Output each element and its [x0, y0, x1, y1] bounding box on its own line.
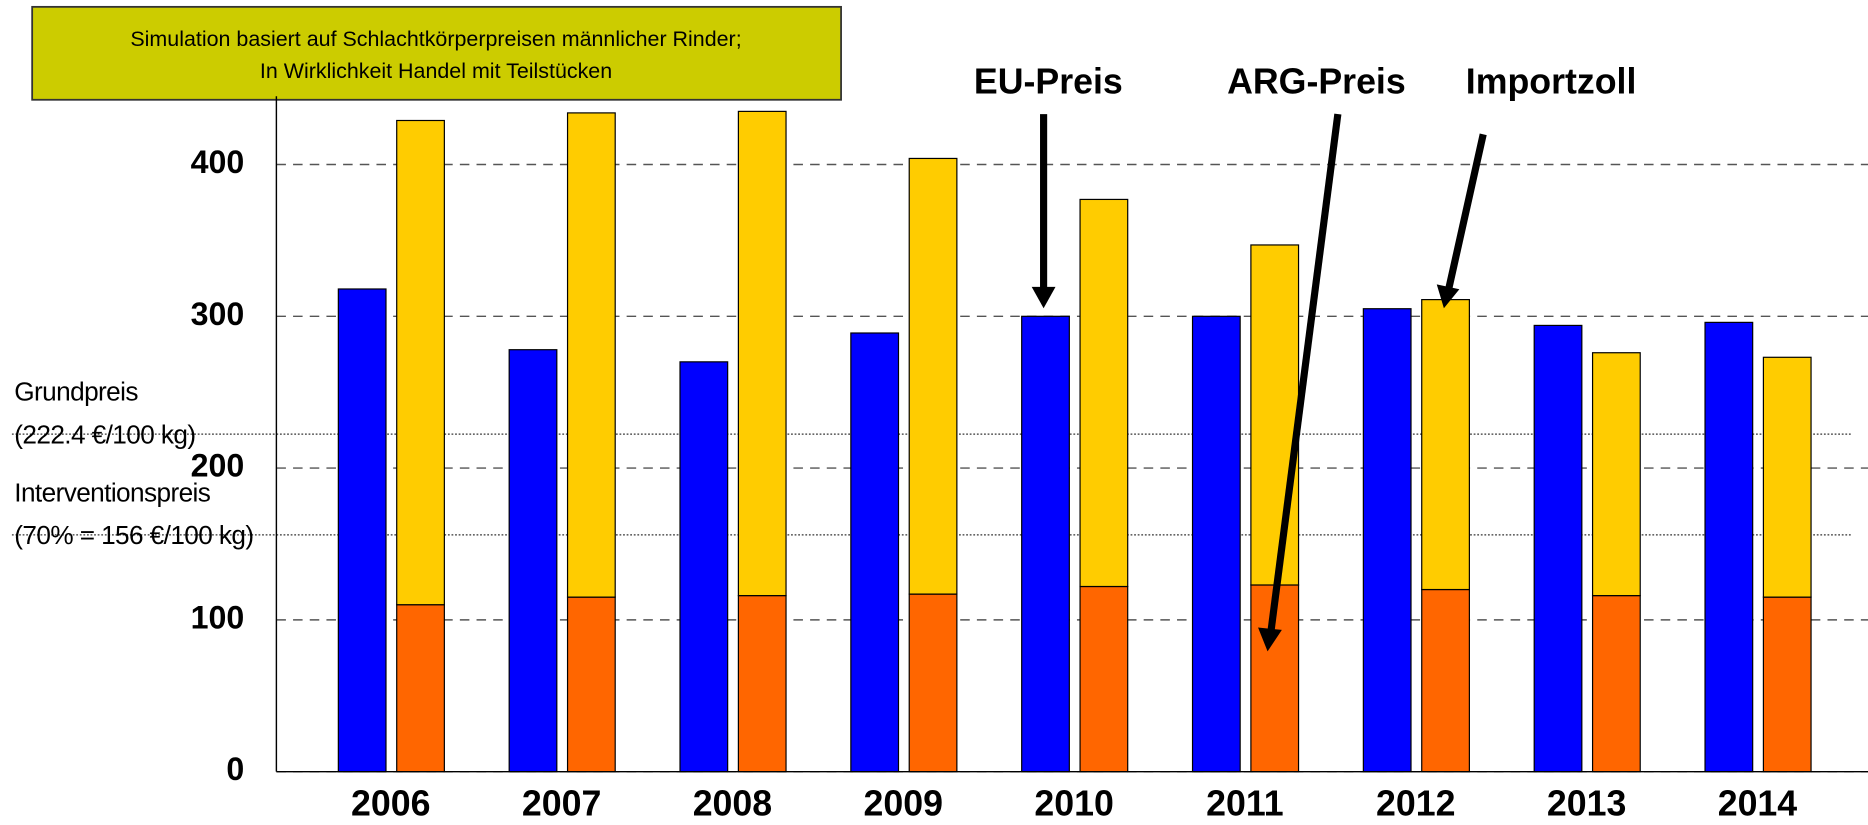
y-tick-label: 300 [191, 296, 245, 332]
bar [337, 288, 387, 773]
reference-label: (222.4 €/100 kg) [14, 419, 195, 449]
y-tick-label: 400 [191, 144, 245, 180]
bar [1421, 299, 1470, 591]
bar [508, 349, 558, 773]
bar [566, 112, 616, 598]
x-tick-label: 2012 [1376, 784, 1455, 824]
bar [1591, 352, 1641, 597]
x-tick-label: 2008 [693, 784, 772, 824]
arrows [1031, 113, 1487, 652]
series-label: ARG-Preis [1227, 62, 1406, 102]
y-tick-label: 100 [191, 599, 245, 635]
bar [850, 332, 900, 773]
bar [1762, 356, 1812, 598]
bar [1021, 315, 1070, 773]
bar [1191, 315, 1241, 773]
bar [1704, 321, 1754, 773]
arrow-head [1031, 286, 1056, 309]
bar [1362, 308, 1412, 773]
series-label: Importzoll [1466, 62, 1637, 102]
bar [1421, 588, 1470, 773]
x-tick-label: 2006 [351, 784, 430, 824]
x-tick-label: 2011 [1206, 784, 1284, 824]
bar [737, 595, 787, 773]
note-text: Simulation basiert auf Schlachtkörperpre… [130, 27, 741, 51]
reference-label: Grundpreis [14, 377, 138, 407]
bar [737, 110, 787, 597]
y-tick-label: 200 [191, 448, 245, 484]
bar [1762, 596, 1812, 773]
x-tick-label: 2010 [1034, 784, 1113, 824]
note-text: In Wirklichkeit Handel mit Teilstücken [260, 59, 612, 83]
bar [908, 157, 958, 595]
x-tick-label: 2007 [522, 784, 601, 824]
bar [1591, 595, 1641, 773]
bar [679, 361, 729, 773]
bar [1533, 324, 1583, 773]
bar [566, 596, 616, 773]
note-box [31, 5, 842, 101]
bar [396, 119, 445, 606]
plot: 0 100 200 300 400 Grundpreis (222.4 €/100 kg) I… [11, 96, 1868, 824]
arrow-head [1258, 627, 1282, 652]
bar [908, 593, 958, 773]
x-tick-label: 2013 [1547, 784, 1626, 824]
x-tick-label: 2009 [864, 784, 943, 824]
y-tick-label: 0 [226, 751, 244, 787]
bar [1079, 198, 1129, 588]
bar [1079, 585, 1129, 773]
arrow [1445, 133, 1487, 290]
bar [396, 604, 445, 773]
arrow-head [1436, 284, 1460, 309]
reference-label: Interventionspreis [14, 477, 210, 507]
series-label: EU-Preis [974, 62, 1123, 102]
reference-label: (70% = 156 €/100 kg) [14, 520, 253, 550]
arrow [1267, 113, 1342, 631]
bar [1250, 244, 1300, 586]
x-tick-label: 2014 [1718, 784, 1798, 824]
